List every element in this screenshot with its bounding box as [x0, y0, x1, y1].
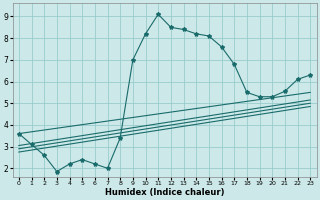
X-axis label: Humidex (Indice chaleur): Humidex (Indice chaleur) [105, 188, 224, 197]
